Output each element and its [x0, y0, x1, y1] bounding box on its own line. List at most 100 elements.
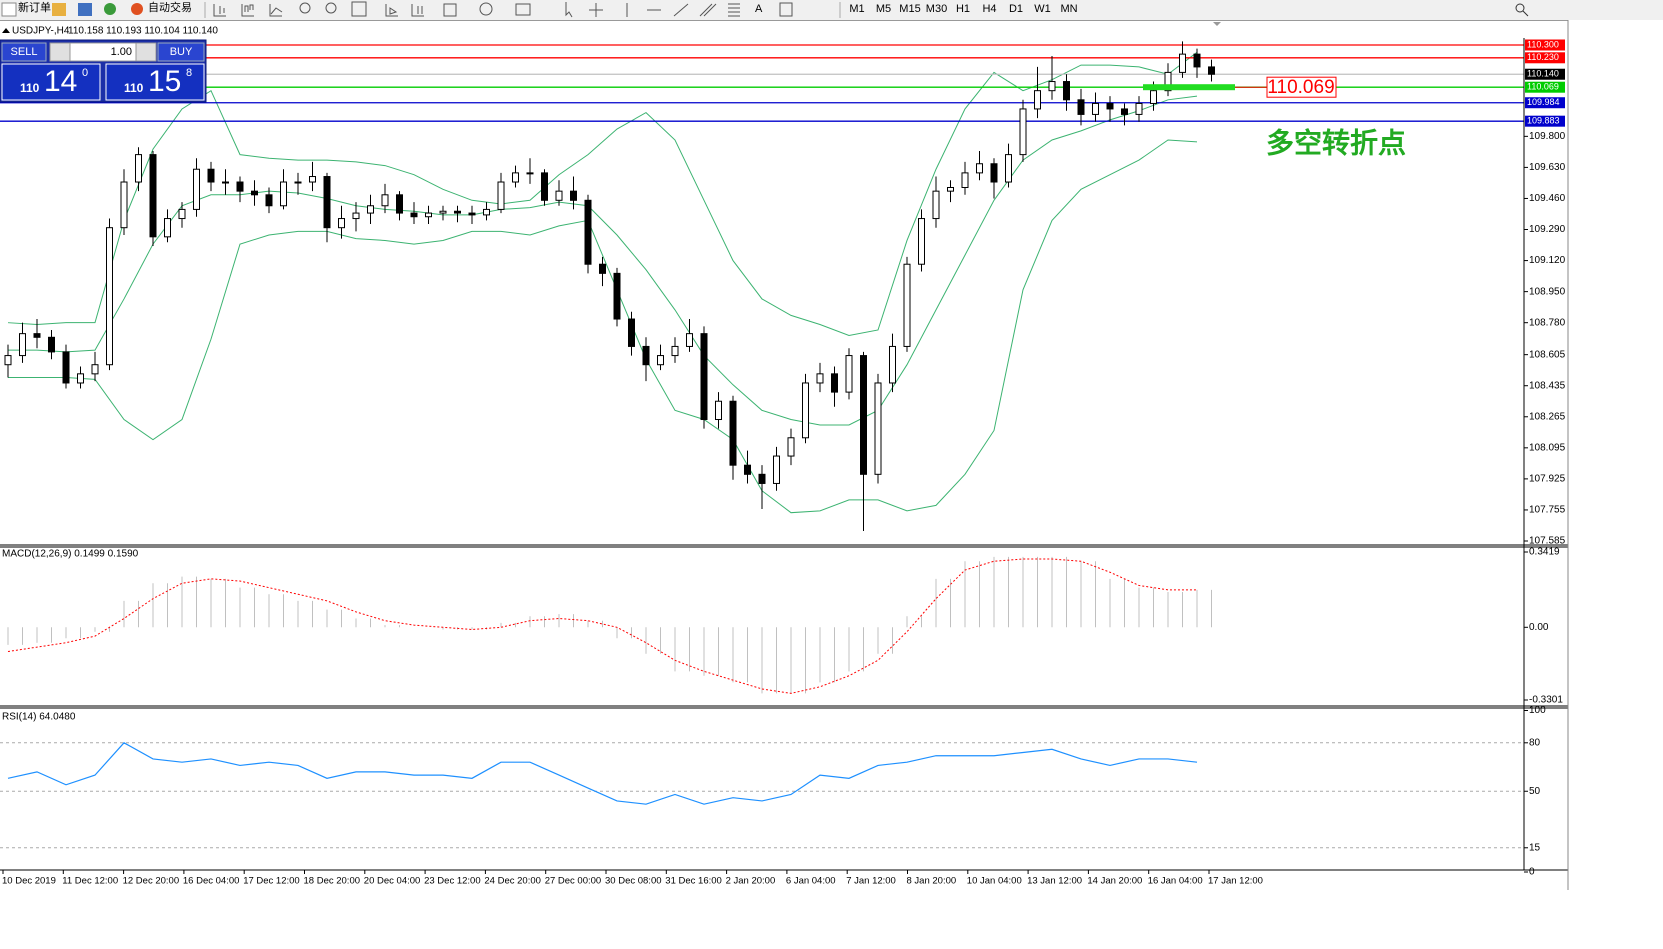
bid-main[interactable]: 14 [44, 65, 77, 98]
bollinger-band [8, 139, 1198, 514]
cursor[interactable] [565, 2, 573, 18]
candle-body [816, 373, 824, 384]
price-level-tag [1525, 39, 1565, 51]
indicators[interactable] [443, 3, 457, 17]
candle-body [149, 154, 157, 238]
zoom-out[interactable] [325, 2, 337, 14]
price-level-tag [1525, 52, 1565, 64]
x-tick-label: 10 Dec 2019 [2, 876, 56, 887]
rsi-line [7, 742, 1198, 805]
label-tool[interactable] [779, 2, 793, 17]
y-tick-label: 108.780 [1529, 317, 1566, 328]
icon[interactable] [78, 3, 92, 16]
y-tick-label: 100 [1529, 705, 1546, 716]
tile[interactable] [351, 1, 367, 17]
scroll[interactable] [385, 4, 398, 17]
x-tick-label: 23 Dec 12:00 [424, 876, 481, 887]
candle-body [1077, 99, 1085, 115]
ask-box[interactable] [105, 63, 205, 101]
icon[interactable] [52, 3, 66, 16]
bid-frac[interactable]: 0 [82, 67, 88, 79]
candle-body [686, 333, 693, 347]
lot-up[interactable] [135, 42, 157, 62]
period-button[interactable]: M15 [899, 3, 920, 15]
price-level-tag [1525, 68, 1565, 80]
candle-body [990, 163, 998, 183]
buy-button[interactable] [157, 42, 205, 62]
icon[interactable] [104, 3, 116, 15]
x-tick-label: 24 Dec 20:00 [484, 876, 541, 887]
x-tick-label: 11 Dec 12:00 [62, 876, 118, 887]
candle-body [1048, 81, 1056, 92]
lot-down[interactable] [49, 42, 71, 62]
candle-icon[interactable] [241, 4, 254, 17]
candle-body [860, 355, 867, 475]
bid-box[interactable] [1, 63, 101, 101]
candle-body [338, 218, 345, 229]
sell-label[interactable]: SELL [11, 46, 38, 58]
candle-body [381, 194, 389, 207]
x-tick-label: 20 Dec 04:00 [364, 876, 421, 887]
period-button[interactable]: M30 [926, 3, 947, 15]
text-tool[interactable]: A [755, 3, 763, 15]
period-button[interactable]: MN [1060, 3, 1077, 15]
period-button[interactable]: H1 [956, 3, 970, 15]
x-tick-label: 2 Jan 20:00 [726, 876, 776, 887]
candle-body [193, 168, 200, 210]
x-tick-label: 12 Dec 20:00 [123, 876, 180, 887]
price-level-label: 110.230 [1527, 52, 1559, 62]
candle-body [947, 186, 954, 192]
candle-body [758, 473, 766, 484]
y-tick-label: 107.755 [1529, 505, 1566, 516]
collapse-arrow[interactable] [2, 28, 10, 33]
line-icon[interactable] [269, 4, 283, 17]
search[interactable] [1515, 3, 1529, 17]
ask-frac[interactable]: 8 [186, 67, 192, 79]
candle-body [802, 382, 809, 439]
x-tick-label: 16 Jan 04:00 [1148, 876, 1203, 887]
fibo[interactable] [728, 3, 740, 17]
price-level-label: 110.069 [1527, 82, 1559, 92]
y-tick-label: 109.120 [1529, 255, 1566, 266]
y-tick-label: 107.585 [1529, 536, 1566, 547]
bid-big[interactable]: 110 [20, 81, 40, 95]
sell-button[interactable] [1, 42, 47, 62]
auto-trade-icon[interactable] [131, 3, 143, 15]
templates[interactable] [515, 3, 531, 16]
turning-point-segment [1143, 84, 1235, 91]
new-order-icon[interactable] [1, 2, 17, 17]
zoom-in[interactable] [299, 2, 311, 14]
candle-body [1063, 81, 1070, 101]
period-button[interactable]: D1 [1009, 3, 1023, 15]
candle-body [396, 194, 403, 214]
crosshair[interactable] [589, 3, 603, 17]
main-plot: 110.069 多空转折点 [0, 41, 1524, 531]
candle-body [1019, 108, 1027, 156]
candle-body [48, 336, 55, 353]
y-tick-label: 0.00 [1529, 622, 1549, 633]
periods[interactable] [479, 2, 493, 16]
ask-big[interactable]: 110 [124, 81, 144, 95]
x-tick-label: 17 Dec 12:00 [243, 876, 300, 887]
x-tick-label: 10 Jan 04:00 [967, 876, 1022, 887]
candle-body [425, 212, 432, 218]
channel[interactable] [699, 3, 717, 17]
new-order[interactable]: 新订单 [18, 0, 51, 14]
buy-label[interactable]: BUY [170, 46, 193, 58]
y-tick-label: 109.460 [1529, 193, 1566, 204]
y-tick-label: 109.290 [1529, 224, 1566, 235]
lot-value[interactable]: 1.00 [111, 46, 132, 58]
candle-body [889, 345, 896, 384]
period-button[interactable]: W1 [1034, 3, 1051, 15]
shift[interactable] [411, 4, 424, 17]
price-level-tag [1525, 97, 1565, 109]
candle-body [773, 455, 780, 484]
period-button[interactable]: M1 [849, 3, 864, 15]
ask-main[interactable]: 15 [148, 65, 181, 98]
period-button[interactable]: H4 [982, 3, 996, 15]
period-button[interactable]: M5 [876, 3, 891, 15]
bar-chart-icon[interactable] [213, 4, 226, 17]
trendline[interactable] [673, 3, 689, 17]
y-tick-label: 0.3419 [1529, 547, 1560, 558]
auto-trade[interactable]: 自动交易 [148, 0, 192, 14]
